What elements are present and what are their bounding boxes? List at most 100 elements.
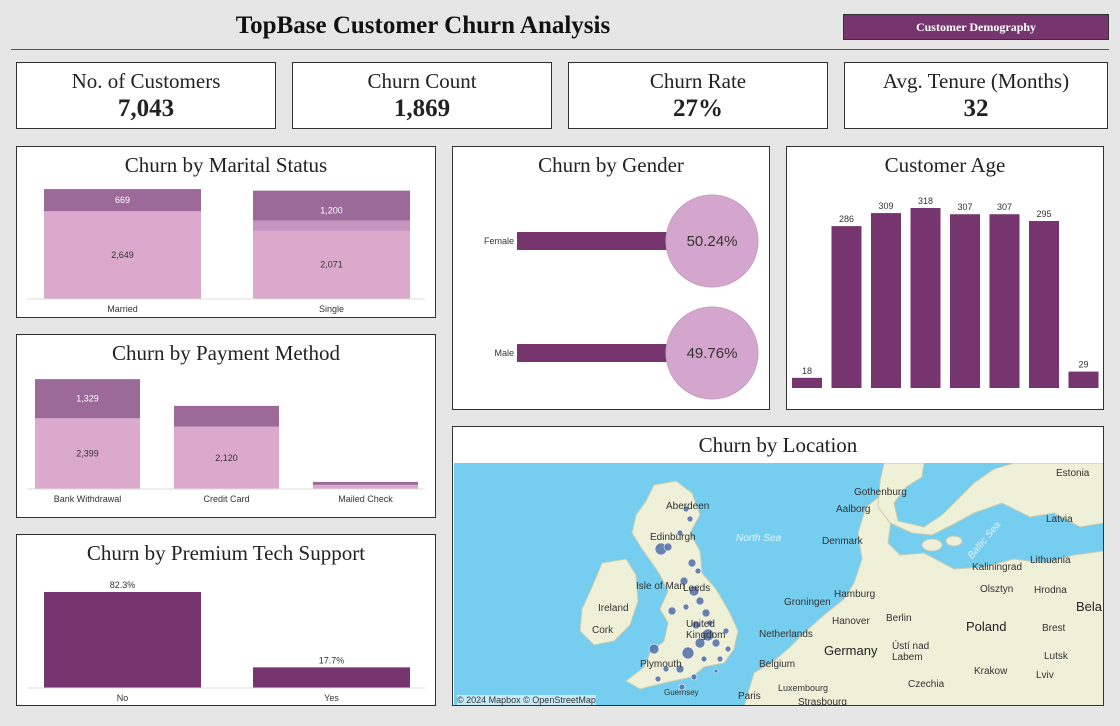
bar[interactable] <box>253 667 410 688</box>
danish-island <box>945 535 963 547</box>
bar-upper[interactable] <box>313 481 418 485</box>
map-label-north-sea: North Sea <box>736 533 782 544</box>
map-label-kaliningrad: Kaliningrad <box>972 562 1023 573</box>
bar[interactable] <box>950 214 980 388</box>
churn-location-point[interactable] <box>724 645 732 653</box>
map-label-gothenburg: Gothenburg <box>854 487 907 498</box>
bar-value-label: 295 <box>1036 209 1051 219</box>
value-circle[interactable] <box>665 194 759 288</box>
bar[interactable] <box>517 232 672 250</box>
bar-lower[interactable] <box>174 426 279 489</box>
map-label-brest: Brest <box>1042 623 1066 634</box>
churn-location-point[interactable] <box>695 596 705 606</box>
panel-title: Customer Age <box>884 153 1006 177</box>
churn-location-point[interactable] <box>691 620 701 630</box>
churn-location-point[interactable] <box>716 655 724 663</box>
map-label-poland: Poland <box>966 619 1007 634</box>
kpi-customers: No. of Customers 7,043 <box>16 62 276 129</box>
churn-location-point[interactable] <box>694 567 702 575</box>
bar-upper[interactable] <box>35 379 140 419</box>
marital-status-panel: Churn by Marital Status 2,649 669 Married 2… <box>16 146 436 318</box>
bar-value-label: 307 <box>997 202 1012 212</box>
churn-location-point[interactable] <box>654 675 662 683</box>
churn-location-point[interactable] <box>667 606 677 616</box>
bar-upper[interactable] <box>174 405 279 427</box>
churn-location-point[interactable] <box>678 683 686 691</box>
churn-location-point[interactable] <box>681 646 695 660</box>
kpi-churn-rate: Churn Rate 27% <box>568 62 828 129</box>
map-label-luxembourg: Luxembourg <box>778 683 829 693</box>
ireland-land <box>579 558 639 646</box>
map-label-estonia: Estonia <box>1056 468 1090 479</box>
bar-lower[interactable] <box>35 418 140 489</box>
map-label-usti-nad-labem: Ústí nad Labem <box>892 641 930 663</box>
bar-lower[interactable] <box>313 484 418 489</box>
bar[interactable] <box>1029 221 1059 388</box>
kpi-value: 7,043 <box>117 95 175 122</box>
customer-age-panel: Customer Age 18 286 309 318 307 307 295 29 <box>786 146 1104 410</box>
map-label-berlin: Berlin <box>886 613 912 624</box>
bar[interactable] <box>910 208 941 388</box>
churn-location-point[interactable] <box>686 515 694 523</box>
churn-location-point[interactable] <box>687 558 697 568</box>
category-label: Mailed Check <box>338 494 393 504</box>
bar[interactable] <box>871 213 901 388</box>
map-label-belgium: Belgium <box>759 659 796 670</box>
map-label-latvia: Latvia <box>1046 514 1073 525</box>
churn-location-point[interactable] <box>722 627 730 635</box>
danish-island <box>921 538 943 552</box>
kpi-label: No. of Customers <box>71 69 221 93</box>
kpi-churn-count: Churn Count 1,869 <box>292 62 552 129</box>
bar-value-label: 50.24% <box>687 233 738 250</box>
churn-location-point[interactable] <box>682 505 690 513</box>
map-label-ireland: Ireland <box>598 603 629 614</box>
map-label-germany: Germany <box>824 643 878 658</box>
churn-location-point[interactable] <box>701 608 711 618</box>
map-base <box>454 463 1103 705</box>
panel-title: Churn by Marital Status <box>124 153 328 177</box>
bar-upper[interactable] <box>44 189 201 212</box>
map-label-strasbourg: Strasbourg <box>798 697 847 706</box>
scandinavia-land <box>877 463 1103 536</box>
churn-location-point[interactable] <box>700 655 708 663</box>
category-label: Credit Card <box>203 494 249 504</box>
map-label-hanover: Hanover <box>832 616 870 627</box>
churn-location-point[interactable] <box>676 529 684 537</box>
location-panel: Churn by Location Aberdeen Edinburgh Isl… <box>452 426 1104 706</box>
title-divider <box>11 49 1109 50</box>
customer-demography-button[interactable]: Customer Demography <box>843 14 1109 40</box>
bar[interactable] <box>989 214 1020 388</box>
churn-location-point[interactable] <box>688 585 700 597</box>
churn-location-point[interactable] <box>679 576 689 586</box>
churn-location-point[interactable] <box>690 673 698 681</box>
bar-lower[interactable] <box>44 211 201 299</box>
category-label: Married <box>107 304 138 314</box>
churn-location-point[interactable] <box>675 664 685 674</box>
bar-value-label: 2,071 <box>320 260 343 270</box>
map-label-aberdeen: Aberdeen <box>666 501 710 512</box>
churn-location-point[interactable] <box>648 643 660 655</box>
value-circle[interactable] <box>665 306 759 400</box>
churn-location-point[interactable] <box>711 638 721 648</box>
map-label-isle-of-man: Isle of Man <box>636 581 685 592</box>
churn-location-map[interactable]: Aberdeen Edinburgh Isle of Man Leeds Ire… <box>454 463 1103 706</box>
churn-location-point[interactable] <box>663 542 673 552</box>
map-label-paris: Paris <box>738 691 761 702</box>
gender-chart: Female 50.24% Male 49.76% <box>484 194 759 400</box>
churn-location-point[interactable] <box>706 619 714 627</box>
bar[interactable] <box>1068 371 1099 388</box>
churn-location-point[interactable] <box>701 628 715 642</box>
churn-location-point[interactable] <box>694 637 706 649</box>
churn-points <box>648 505 732 691</box>
kpi-label: Churn Rate <box>649 69 747 93</box>
bar[interactable] <box>831 226 862 388</box>
churn-location-point[interactable] <box>682 603 690 611</box>
bar[interactable] <box>792 377 822 388</box>
churn-location-point[interactable] <box>713 668 719 674</box>
category-label: No <box>117 693 129 703</box>
map-label-groningen: Groningen <box>784 597 831 608</box>
bar[interactable] <box>44 592 201 688</box>
bar[interactable] <box>517 344 672 362</box>
churn-location-point[interactable] <box>662 665 670 673</box>
bar-lower[interactable] <box>253 230 410 299</box>
